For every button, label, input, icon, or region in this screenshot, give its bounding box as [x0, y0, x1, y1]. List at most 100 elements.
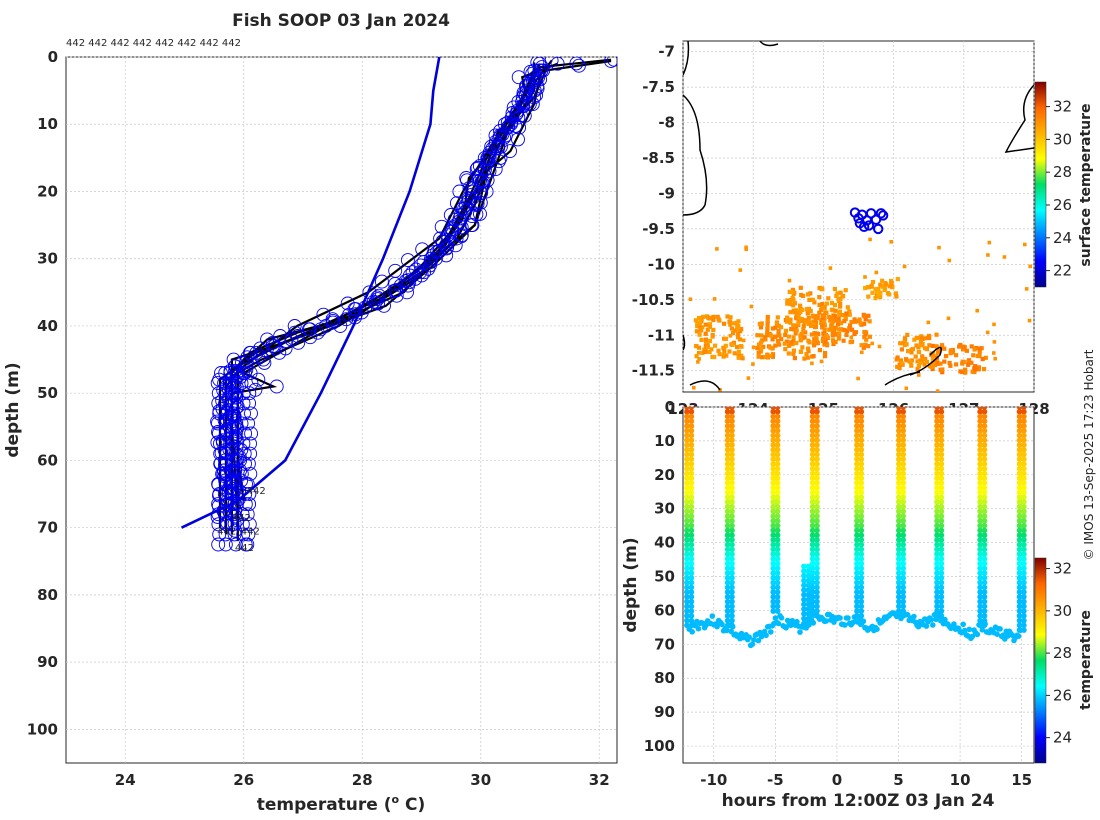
bottom-point — [930, 622, 936, 628]
cast-point — [900, 456, 906, 463]
cast-point — [854, 532, 860, 538]
bottom-point — [911, 613, 917, 620]
cast-point — [774, 579, 781, 586]
profile-marker — [240, 507, 255, 522]
profile-marker — [249, 345, 264, 360]
sst-pixel — [740, 356, 745, 361]
sst-pixel — [824, 301, 829, 306]
sst-pixel — [912, 337, 917, 342]
sst-pixel — [829, 324, 834, 329]
profile-marker — [212, 527, 227, 542]
cast-point — [688, 456, 695, 463]
sst-pixel — [783, 332, 788, 338]
cast-point — [724, 565, 731, 572]
sst-pixel — [971, 353, 976, 358]
sst-pixel — [992, 340, 997, 344]
cast-point — [981, 408, 988, 415]
sst-pixel — [695, 321, 700, 326]
sst-pixel — [796, 321, 801, 326]
cast-point — [724, 589, 731, 595]
cast-point — [938, 407, 945, 410]
cast-point — [809, 522, 816, 529]
profile-marker — [474, 185, 489, 200]
cast-point — [814, 456, 820, 463]
cast-point — [1021, 608, 1027, 614]
sst-pixel — [895, 364, 900, 369]
cast-point — [1016, 427, 1023, 434]
cast-point — [900, 418, 906, 425]
cast-point — [724, 546, 731, 553]
sst-pixel — [1024, 287, 1029, 291]
sst-pixel — [768, 345, 773, 350]
sst-pixel — [897, 362, 902, 367]
sst-pixel — [800, 317, 805, 322]
cast-point — [858, 446, 865, 453]
cast-point — [900, 499, 906, 505]
cast-point — [900, 603, 906, 610]
cast-point — [1016, 537, 1023, 543]
profile-marker — [530, 79, 545, 94]
cast-point — [724, 503, 731, 510]
cast-point — [724, 407, 731, 410]
cast-point — [854, 518, 860, 524]
cast-point — [934, 603, 940, 610]
sst-pixel — [795, 312, 799, 317]
cast-point — [724, 594, 731, 600]
cast-point — [854, 499, 860, 505]
sst-pixel — [858, 321, 863, 326]
sst-pixel — [817, 302, 822, 307]
cast-point — [774, 551, 781, 557]
cast-point — [934, 494, 940, 501]
sst-pixel — [899, 361, 904, 366]
sst-pixel — [826, 296, 831, 301]
cast-point — [1016, 513, 1023, 519]
cast-point — [1021, 551, 1027, 557]
cast-point — [729, 546, 735, 553]
sst-pixel — [894, 294, 899, 299]
profile-marker — [234, 416, 249, 431]
cast-point — [1021, 513, 1027, 519]
cast-point — [684, 598, 690, 605]
sst-pixel — [749, 304, 754, 309]
sst-pixel — [922, 336, 927, 341]
cast-point — [934, 508, 940, 515]
sst-pixel — [830, 331, 835, 336]
sst-pixel — [776, 323, 781, 328]
sst-pixel — [868, 237, 872, 242]
cast-point — [977, 556, 983, 562]
sst-pixel — [966, 359, 971, 364]
cast-point — [896, 461, 902, 467]
sst-pixel — [765, 352, 770, 357]
sst-pixel — [966, 362, 971, 367]
sst-pixel — [930, 366, 935, 372]
cast-point — [724, 537, 731, 543]
cast-point — [688, 465, 695, 472]
cast-point — [1016, 594, 1023, 600]
section-y-tick-label: 70 — [654, 635, 675, 653]
sst-pixel — [786, 334, 791, 339]
sst-pixel — [805, 311, 810, 316]
sst-pixel — [785, 315, 790, 320]
sst-pixel — [837, 312, 842, 317]
sst-pixel — [870, 279, 876, 285]
cast-point — [774, 608, 781, 614]
sst-pixel — [870, 290, 875, 295]
coast-se — [909, 346, 942, 376]
sst-pixel — [794, 340, 799, 346]
cast-point — [814, 598, 820, 605]
cast-point — [774, 594, 781, 600]
sst-pixel — [863, 275, 867, 279]
sst-pixel — [824, 341, 829, 347]
cast-point — [981, 427, 988, 434]
sst-pixel — [814, 334, 819, 339]
cast-point — [854, 556, 860, 562]
cast-point — [934, 522, 940, 529]
sst-pixel — [744, 245, 748, 250]
bottom-point — [994, 631, 1000, 637]
cast-point — [977, 584, 983, 591]
profile-y-tick-label: 80 — [37, 586, 58, 604]
cast-point — [977, 480, 983, 486]
